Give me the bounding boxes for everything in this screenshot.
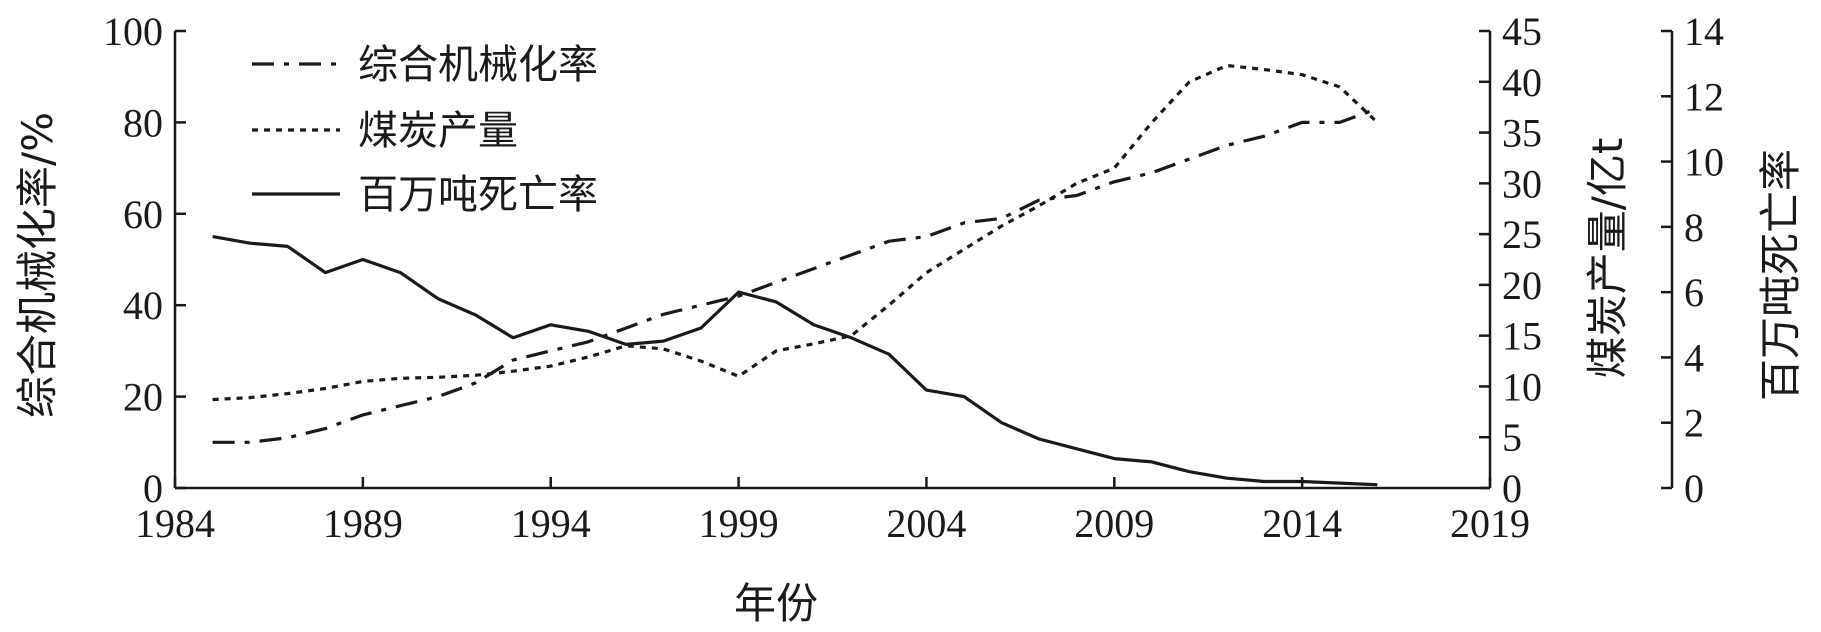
axes-layer: 1984 1989 1994 1999 2004 2009 2014 201902040608…: [103, 9, 1724, 546]
series-line-1: [212, 107, 1378, 444]
x-tick-label: 2004: [886, 501, 966, 546]
right2-tick-label: 14: [1684, 9, 1724, 54]
right2-tick-label: 8: [1684, 205, 1704, 250]
right1-tick-label: 30: [1502, 161, 1542, 206]
x-tick-label: 2019: [1450, 501, 1530, 546]
left-tick-label: 20: [123, 375, 163, 420]
x-tick-label: 1989: [323, 501, 403, 546]
right1-tick-label: 20: [1502, 263, 1542, 308]
left-tick-label: 0: [143, 466, 163, 511]
series-layer: [212, 63, 1379, 487]
right2-tick-label: 10: [1684, 140, 1724, 185]
x-tick-label: 2014: [1262, 501, 1342, 546]
x-tick-label: 1984: [135, 501, 215, 546]
left-tick-label: 80: [123, 100, 163, 145]
right2-tick-label: 6: [1684, 270, 1704, 315]
right2-tick-label: 12: [1684, 74, 1724, 119]
x-tick-label: 2009: [1074, 501, 1154, 546]
series-line-2: [212, 63, 1379, 402]
x-tick-label: 1994: [511, 501, 591, 546]
right1-tick-label: 45: [1502, 9, 1542, 54]
left-tick-label: 40: [123, 283, 163, 328]
right1-tick-label: 25: [1502, 212, 1542, 257]
right2-tick-label: 4: [1684, 335, 1704, 380]
right1-tick-label: 0: [1502, 466, 1522, 511]
legend-label-3: 百万吨死亡率: [358, 172, 598, 218]
right1-tick-label: 5: [1502, 415, 1522, 460]
right1-tick-label: 10: [1502, 364, 1542, 409]
x-tick-label: 1999: [699, 501, 779, 546]
left-tick-label: 100: [103, 9, 163, 54]
left-tick-label: 60: [123, 192, 163, 237]
series-line-3: [212, 235, 1378, 487]
x-axis-title: 年份: [734, 579, 818, 628]
right1-axis-title: 煤炭产量/亿t: [1583, 138, 1632, 379]
right1-tick-label: 40: [1502, 60, 1542, 105]
right2-tick-label: 2: [1684, 401, 1704, 446]
left-axis-title: 综合机械化率/%: [13, 112, 62, 418]
right2-tick-label: 0: [1684, 466, 1704, 511]
right2-axis-title: 百万吨死亡率: [1756, 149, 1805, 401]
right1-tick-label: 35: [1502, 111, 1542, 156]
legend-label-1: 综合机械化率: [358, 42, 598, 88]
right1-tick-label: 15: [1502, 314, 1542, 359]
legend-label-2: 煤炭产量: [358, 108, 518, 154]
